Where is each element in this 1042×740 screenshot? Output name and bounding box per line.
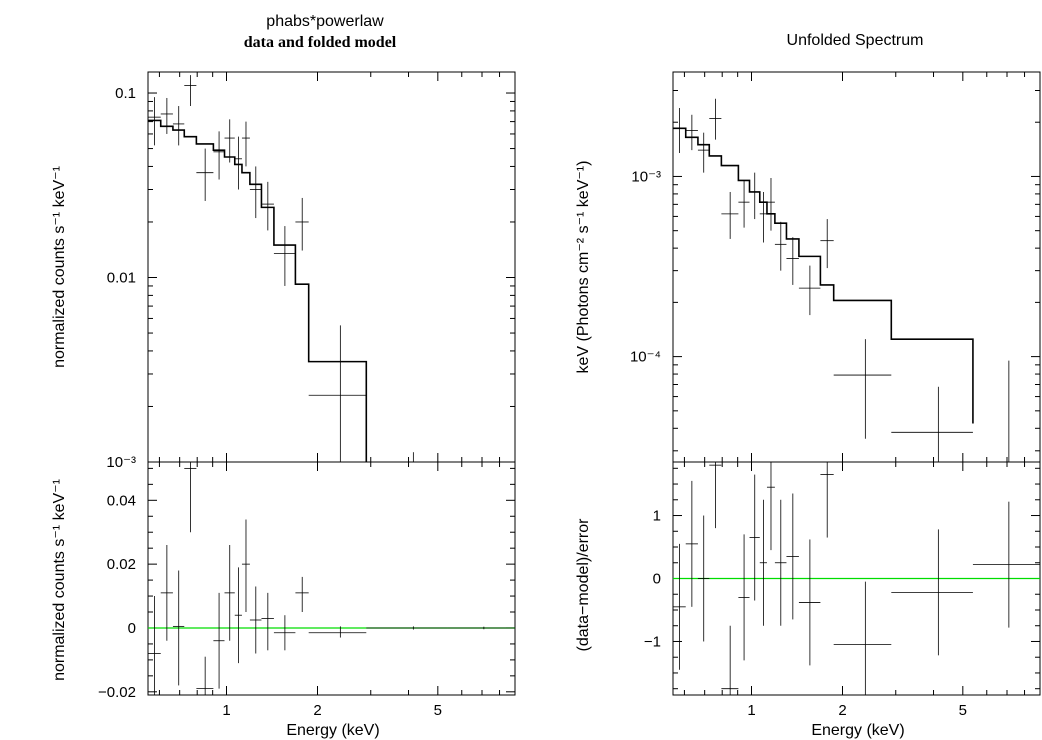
panel-left-bottom: 1 2 5 −0.02 0 0.02 0.04 (98, 461, 516, 719)
data-point (295, 576, 309, 613)
data-point (249, 166, 262, 219)
data-point (196, 148, 214, 201)
data-point (798, 265, 821, 316)
data-point (673, 107, 686, 153)
data-point (148, 596, 161, 695)
plot-frame (672, 71, 1041, 463)
model-step-line (673, 127, 974, 424)
data-point (172, 570, 185, 686)
data-point (891, 386, 973, 462)
right-x-axis-label: Energy (keV) (811, 722, 904, 739)
data-point (172, 106, 185, 146)
data-point (224, 544, 235, 641)
data-point (261, 592, 274, 651)
data-point (774, 221, 787, 271)
data-point (833, 339, 892, 439)
y-tick-label: 0.02 (107, 556, 136, 573)
y-tick-label: 1 (653, 508, 661, 525)
x-tick-label: 1 (747, 702, 755, 719)
data-point (766, 462, 775, 551)
y-tick-label: −1 (644, 633, 661, 650)
x-tick-label: 1 (222, 702, 230, 719)
y-tick-label: −0.02 (98, 684, 136, 701)
left-title-model: phabs*powerlaw (266, 13, 384, 30)
y-tick-label: 0.01 (107, 270, 136, 287)
data-point (184, 462, 197, 533)
right-top-y-axis-label: keV (Photons cm⁻² s⁻¹ keV⁻¹) (575, 161, 592, 374)
data-point (241, 121, 250, 167)
model-step-line (148, 119, 368, 462)
data-point (786, 493, 799, 620)
data-point (749, 474, 760, 601)
data-point (184, 75, 197, 107)
x-tick-label: 2 (838, 702, 846, 719)
data-point (224, 119, 235, 163)
data-point (820, 219, 834, 269)
plot-frame (147, 71, 516, 463)
data-point (261, 181, 274, 231)
plot-frame (147, 461, 516, 696)
data-point (160, 544, 173, 641)
data-point (241, 519, 250, 613)
data-point (709, 462, 722, 529)
x-tick-label: 5 (434, 702, 442, 719)
data-point (759, 499, 767, 626)
data-point (308, 626, 367, 638)
data-point (798, 539, 821, 666)
data-point (697, 515, 710, 642)
data-point (685, 480, 698, 607)
y-tick-label: 0.1 (115, 85, 136, 102)
data-point (234, 136, 242, 190)
data-point (673, 543, 686, 670)
data-point (759, 191, 767, 243)
left-title-subtitle: data and folded model (244, 34, 397, 51)
panel-right-bottom: 1 2 5 −1 0 1 (644, 461, 1041, 719)
data-point (738, 534, 750, 661)
data-point (833, 581, 892, 695)
left-top-y-axis-label: normalized counts s⁻¹ keV⁻¹ (51, 166, 68, 368)
data-point (366, 626, 448, 630)
data-point (213, 592, 225, 689)
data-point (213, 131, 225, 180)
data-point (709, 98, 722, 140)
panel-left-top: 10⁻³ 0.01 0.1 (106, 71, 516, 471)
data-point (295, 197, 309, 251)
data-point (234, 567, 242, 664)
x-tick-label: 5 (959, 702, 967, 719)
data-point (447, 626, 515, 630)
data-point (766, 178, 775, 231)
y-tick-label: 0 (653, 571, 661, 588)
panel-right-top: 10⁻⁴ 10⁻³ (630, 71, 1041, 463)
data-point (148, 97, 161, 146)
data-point (721, 625, 739, 695)
data-point (972, 501, 1040, 628)
data-point (196, 656, 214, 695)
data-point (749, 172, 760, 220)
data-point (273, 615, 296, 651)
y-tick-label: 0.04 (107, 492, 136, 509)
y-tick-label: 10⁻⁴ (630, 349, 661, 366)
data-point (738, 180, 750, 228)
data-point (891, 529, 973, 656)
data-point (697, 132, 710, 173)
data-point (774, 499, 787, 626)
data-point (685, 114, 698, 151)
y-tick-label: 10⁻³ (106, 454, 136, 471)
data-point (820, 462, 834, 538)
x-tick-label: 2 (313, 702, 321, 719)
data-point (308, 325, 367, 462)
y-tick-label: 0 (128, 620, 136, 637)
data-point (160, 97, 173, 134)
data-point (273, 226, 296, 286)
data-point (721, 191, 739, 239)
right-bottom-y-axis-label: (data−model)/error (575, 518, 592, 652)
right-title: Unfolded Spectrum (787, 32, 924, 49)
left-bottom-y-axis-label: normalized counts s⁻¹ keV⁻¹ (51, 479, 68, 681)
data-point (249, 586, 262, 654)
y-tick-label: 10⁻³ (631, 168, 661, 185)
left-x-axis-label: Energy (keV) (286, 722, 379, 739)
data-point (786, 237, 799, 285)
